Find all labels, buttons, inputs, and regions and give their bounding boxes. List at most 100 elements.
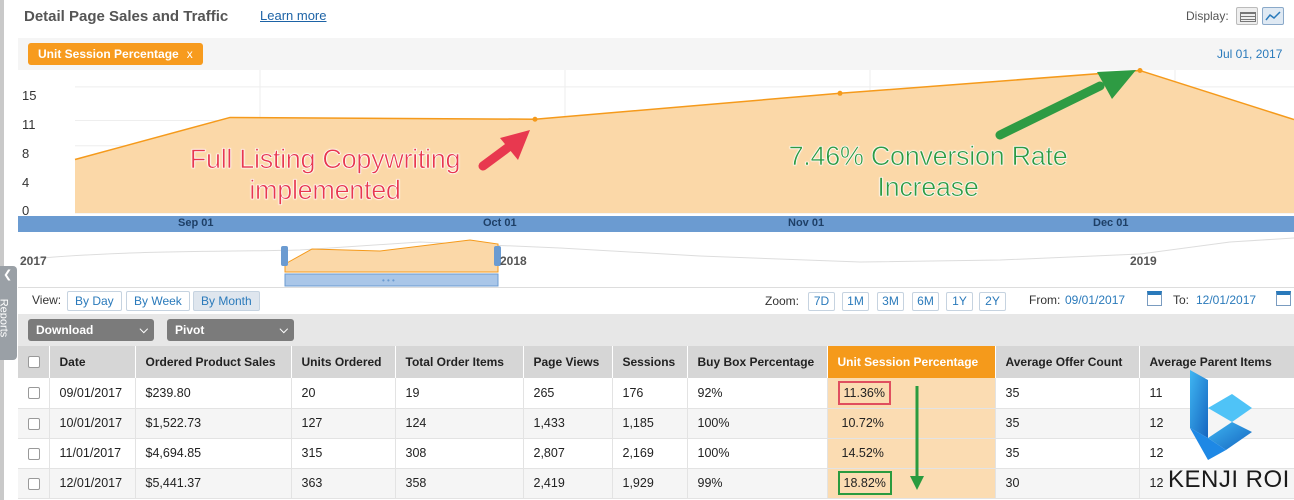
row-checkbox[interactable] [18, 468, 50, 499]
table-row[interactable]: 10/01/2017 $1,522.73 127 124 1,433 1,185 100% 1… [18, 408, 1294, 439]
red-arrow-icon [478, 130, 530, 171]
y-tick-label: 11 [22, 117, 36, 132]
table-cell: 99% [687, 468, 828, 499]
view-by-week-button[interactable]: By Week [126, 291, 190, 311]
table-row[interactable]: 09/01/2017 $239.80 20 19 265 176 92% 11.36% 35 11 [18, 378, 1294, 409]
table-cell: 2,419 [523, 468, 613, 499]
timeline-label: Nov 01 [788, 217, 825, 229]
table-cell: 176 [612, 378, 688, 409]
column-header[interactable]: Date [49, 346, 136, 378]
zoom-6m-button[interactable]: 6M [912, 292, 939, 311]
data-point [1137, 68, 1143, 74]
row-checkbox[interactable] [18, 438, 50, 469]
y-tick-label: 0 [22, 203, 30, 218]
select-all-checkbox[interactable] [18, 346, 50, 378]
table-cell: 12 [1139, 468, 1294, 499]
column-header[interactable]: Average Parent Items [1139, 346, 1294, 378]
line-chart-icon[interactable] [1262, 7, 1284, 25]
table-cell: 265 [523, 378, 613, 409]
table-cell: 30 [995, 468, 1140, 499]
table-cell: 308 [395, 438, 524, 469]
table-cell: 14.52% [827, 438, 996, 469]
unit-session-value: 14.52% [841, 446, 884, 460]
zoom-1m-button[interactable]: 1M [842, 292, 869, 311]
unit-session-value: 11.36% [837, 380, 891, 405]
range-handle-right [494, 246, 501, 266]
pivot-dropdown[interactable]: Pivot ⌵ [167, 319, 294, 341]
zoom-label: Zoom: [765, 294, 800, 308]
view-label: View: [32, 293, 62, 307]
reports-side-tab[interactable]: ❮ Reports [0, 266, 17, 360]
data-point [837, 90, 843, 96]
column-header[interactable]: Average Offer Count [995, 346, 1140, 378]
column-header[interactable]: Sessions [612, 346, 688, 378]
table-cell: 100% [687, 438, 828, 469]
left-edge-bar [0, 0, 4, 500]
annotation-conversion: 7.46% Conversion Rate Increase [788, 141, 1068, 203]
green-down-arrow-icon [910, 386, 924, 490]
close-icon[interactable]: x [186, 47, 193, 61]
table-cell: 12/01/2017 [49, 468, 136, 499]
from-date-input[interactable]: 09/01/2017 [1065, 293, 1126, 307]
column-header[interactable]: Total Order Items [395, 346, 524, 378]
svg-text:• • •: • • • [382, 276, 395, 285]
table-cell: $239.80 [135, 378, 292, 409]
zoom-2y-button[interactable]: 2Y [979, 292, 1006, 311]
timeline-bar [18, 216, 1294, 232]
unit-session-value: 10.72% [841, 416, 884, 430]
chevron-left-icon: ❮ [3, 269, 13, 281]
metric-pill[interactable]: Unit Session Percentage x [28, 43, 203, 65]
column-header[interactable]: Page Views [523, 346, 613, 378]
table-cell: 1,929 [612, 468, 688, 499]
view-by-day-button[interactable]: By Day [67, 291, 122, 311]
chevron-down-icon: ⌵ [279, 324, 288, 336]
view-by-month-button[interactable]: By Month [193, 291, 260, 311]
table-cell: 10/01/2017 [49, 408, 136, 439]
logo-text: KENJI ROI [1168, 466, 1290, 493]
table-cell: 19 [395, 378, 524, 409]
timeline-label: Sep 01 [178, 217, 214, 229]
overview-year: 2019 [1130, 254, 1157, 268]
column-header[interactable]: Units Ordered [291, 346, 396, 378]
table-cell: 11/01/2017 [49, 438, 136, 469]
column-header-highlighted[interactable]: Unit Session Percentage [827, 346, 996, 378]
download-label: Download [36, 323, 94, 337]
table-row[interactable]: 11/01/2017 $4,694.85 315 308 2,807 2,169 100% 1… [18, 438, 1294, 469]
table-cell: $4,694.85 [135, 438, 292, 469]
range-navigator-chart: • • • [19, 237, 1294, 287]
area-line [74, 69, 1294, 161]
table-cell: 09/01/2017 [49, 378, 136, 409]
y-tick-label: 15 [22, 88, 37, 103]
row-checkbox[interactable] [18, 408, 50, 439]
table-row[interactable]: 12/01/2017 $5,441.37 363 358 2,419 1,929 99% 18… [18, 468, 1294, 499]
table-cell: 124 [395, 408, 524, 439]
table-view-icon[interactable] [1236, 7, 1258, 25]
column-header[interactable]: Ordered Product Sales [135, 346, 292, 378]
column-header[interactable]: Buy Box Percentage [687, 346, 828, 378]
learn-more-link[interactable]: Learn more [260, 8, 327, 23]
table-cell: 35 [995, 378, 1140, 409]
zoom-1y-button[interactable]: 1Y [946, 292, 973, 311]
kenji-roi-logo-mark [1190, 370, 1252, 460]
to-date-input[interactable]: 12/01/2017 [1196, 293, 1257, 307]
table-cell: 358 [395, 468, 524, 499]
table-cell: 35 [995, 408, 1140, 439]
table-cell: 127 [291, 408, 396, 439]
table-cell: $5,441.37 [135, 468, 292, 499]
data-point [532, 116, 538, 122]
calendar-icon[interactable] [1276, 291, 1291, 306]
zoom-7d-button[interactable]: 7D [808, 292, 835, 311]
from-label: From: [1029, 293, 1061, 307]
table-cell: 2,169 [612, 438, 688, 469]
table-header-row: Date Ordered Product Sales Units Ordered… [18, 346, 1294, 378]
calendar-icon[interactable] [1147, 291, 1162, 306]
timeline-label: Dec 01 [1093, 217, 1129, 229]
download-dropdown[interactable]: Download ⌵ [28, 319, 154, 341]
table-cell: 1,433 [523, 408, 613, 439]
unit-session-value: 18.82% [837, 471, 892, 495]
range-navigator[interactable] [18, 232, 1294, 288]
table-cell: 92% [687, 378, 828, 409]
row-checkbox[interactable] [18, 378, 50, 409]
zoom-3m-button[interactable]: 3M [877, 292, 904, 311]
reports-tab-label: Reports [0, 298, 10, 338]
